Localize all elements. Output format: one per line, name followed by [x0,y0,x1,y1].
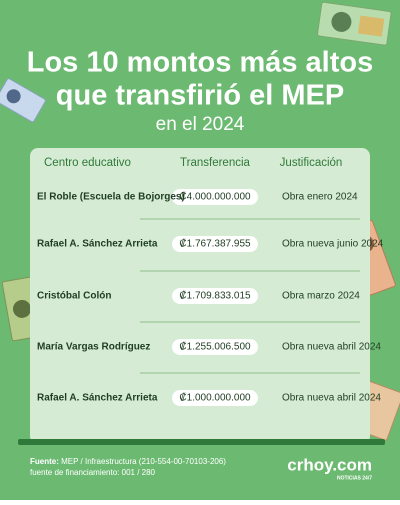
justification: Obra enero 2024 [282,192,358,203]
banknote [317,1,392,46]
justification: Obra nueva abril 2024 [282,393,381,404]
title-line: que transfirió el MEP [56,80,344,112]
banknote [0,78,46,123]
footer-source: Fuente: MEP / Infraestructura (210-554-0… [30,457,226,466]
amount-pill [172,288,258,304]
column-header: Justificación [280,157,343,169]
school: Cristóbal Colón [37,291,111,302]
amount: ₡1.255.006.500 [179,341,251,353]
amount: ₡1.767.387.955 [179,238,251,250]
school: El Roble (Escuela de Bojorges) [37,192,185,203]
column-header: Transferencia [180,157,250,169]
source: MEP / Infraestructura (210-554-00-70103-… [61,457,226,466]
footer-funding: fuente de financiamiento: 001 / 280 [30,468,156,477]
school: María Vargas Rodríguez [37,342,150,353]
logo-tagline: NOTICIAS 24/7 [337,475,372,481]
school: Rafael A. Sánchez Arrieta [37,239,158,250]
amount-pill [172,390,258,406]
logo: crhoy.com [287,455,372,474]
amount: ₡1.709.833.015 [179,290,251,302]
subtitle: en el 2024 [156,114,245,135]
table: Centro educativo Transferencia Justificaci… [37,157,384,406]
justification: Obra nueva junio 2024 [282,239,384,250]
amount-pill [172,339,258,355]
justification: Obra marzo 2024 [282,291,360,302]
school: Rafael A. Sánchez Arrieta [37,393,158,404]
title-line: Los 10 montos más altos [27,47,374,79]
amount: ₡4.000.000.000 [179,191,251,203]
amount-pill [172,236,258,252]
justification: Obra nueva abril 2024 [282,342,381,353]
panel-base [18,439,385,445]
source-label: Fuente: [30,457,59,466]
amount: ₡1.000.000.000 [179,392,251,404]
column-header: Centro educativo [44,157,131,169]
amount-pill [172,189,258,205]
